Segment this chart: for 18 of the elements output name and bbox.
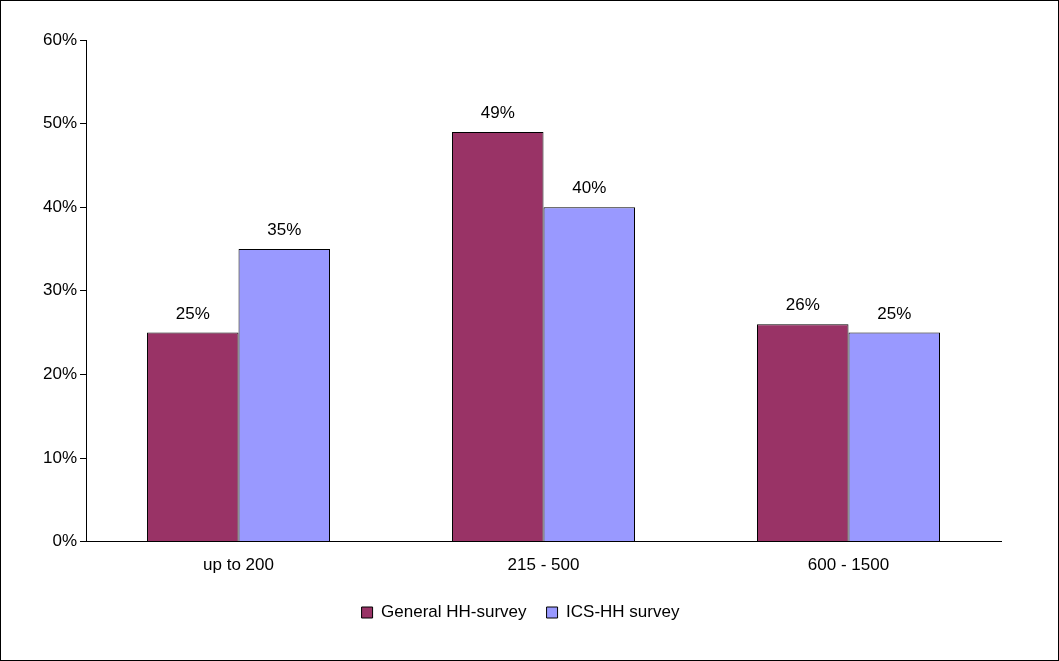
y-tick-label: 20% — [42, 364, 78, 384]
y-tick-label: 60% — [42, 29, 78, 49]
y-tick-label: 0% — [52, 531, 78, 551]
y-tick-label: 40% — [42, 196, 78, 216]
legend-label: General HH-survey — [381, 602, 528, 622]
data-label: 35% — [267, 220, 302, 240]
data-label: 25% — [877, 303, 912, 323]
y-tick-label: 50% — [42, 113, 78, 133]
x-tick-label: up to 200 — [203, 555, 274, 575]
y-tick-label: 10% — [42, 447, 78, 467]
data-label: 26% — [785, 295, 820, 315]
data-label: 25% — [175, 303, 210, 323]
legend-label: ICS-HH survey — [566, 602, 680, 622]
x-tick-label: 215 - 500 — [507, 555, 580, 575]
x-tick-label: 600 - 1500 — [807, 555, 890, 575]
data-label: 49% — [480, 103, 515, 123]
y-tick-label: 30% — [42, 280, 78, 300]
data-label: 40% — [572, 178, 607, 198]
